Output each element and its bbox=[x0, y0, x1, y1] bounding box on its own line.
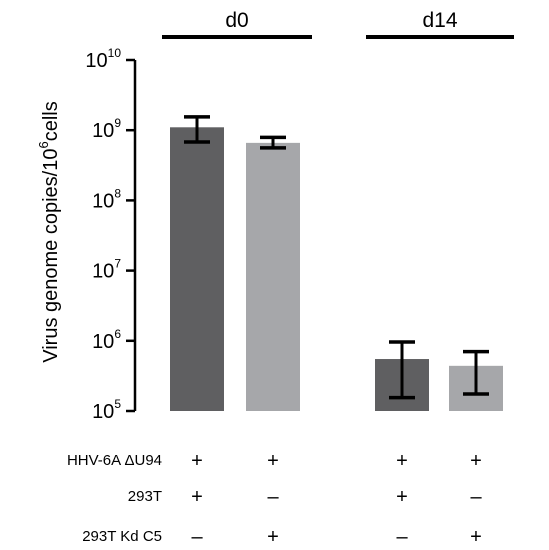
condition-cell: + bbox=[470, 526, 482, 548]
y-ticks: 105 106 107 108 109 1010 bbox=[85, 46, 135, 423]
y-axis-title: Virus genome copies/106cells bbox=[36, 101, 62, 362]
y-tick-label: 106 bbox=[92, 327, 121, 353]
y-tick-label: 107 bbox=[92, 257, 121, 283]
condition-row-label: 293T bbox=[128, 488, 162, 505]
condition-cell: – bbox=[470, 486, 482, 508]
condition-cell: – bbox=[267, 486, 279, 508]
condition-cell: + bbox=[396, 486, 408, 508]
condition-cell: + bbox=[470, 450, 482, 472]
condition-row-label: HHV-6A ΔU94 bbox=[67, 452, 162, 469]
group-label: d14 bbox=[422, 9, 457, 32]
condition-cell: + bbox=[396, 450, 408, 472]
error-bar bbox=[184, 115, 210, 144]
group-label: d0 bbox=[225, 9, 248, 32]
bar bbox=[246, 142, 300, 411]
y-tick-label: 108 bbox=[92, 186, 121, 212]
condition-cell: – bbox=[396, 526, 408, 548]
condition-table: HHV-6A ΔU94 + + + +293T + – + – 293T Kd C5 – + – + bbox=[67, 450, 483, 548]
error-bars bbox=[184, 115, 489, 400]
error-bar bbox=[463, 349, 489, 396]
condition-cell: + bbox=[191, 486, 203, 508]
y-tick-label: 1010 bbox=[85, 46, 121, 72]
bar bbox=[170, 127, 224, 411]
y-axis-label: Virus genome copies/106cells bbox=[36, 101, 62, 362]
bars bbox=[170, 127, 503, 411]
error-bar bbox=[389, 340, 415, 400]
y-tick-label: 105 bbox=[92, 397, 121, 423]
y-tick-label: 109 bbox=[92, 116, 121, 142]
condition-cell: + bbox=[267, 526, 279, 548]
condition-cell: + bbox=[191, 450, 203, 472]
condition-cell: + bbox=[267, 450, 279, 472]
group-headers: d0 d14 bbox=[162, 9, 514, 39]
condition-row-label: 293T Kd C5 bbox=[82, 528, 162, 545]
condition-cell: – bbox=[191, 526, 203, 548]
error-bar bbox=[260, 135, 286, 150]
